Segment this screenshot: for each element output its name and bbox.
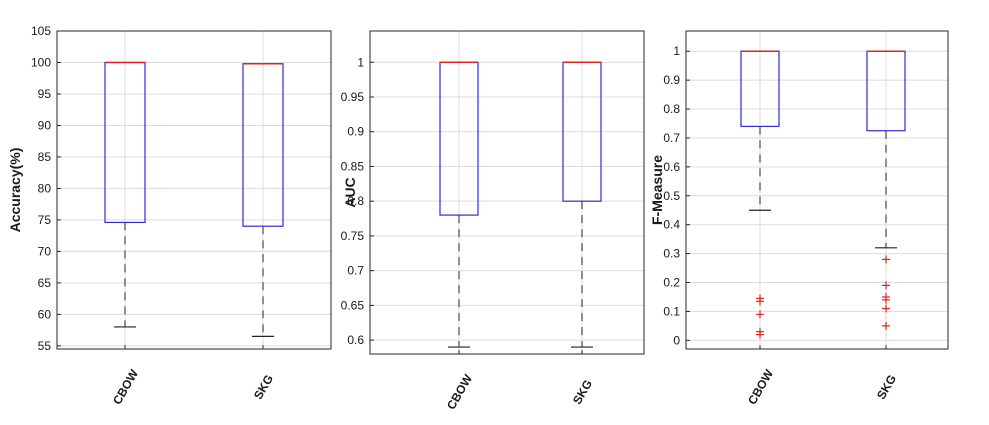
y-tick-label: 55 [38,339,52,353]
outlier-marker [882,255,890,264]
plot-area [370,31,644,354]
box-cbow [104,61,146,328]
axes-frame [369,30,645,355]
axes-frame [685,30,949,350]
outlier-marker [756,297,764,306]
box-cbow [740,50,780,339]
y-tick-label: 0 [673,333,680,347]
y-tick-label: 1 [673,44,680,58]
plot-area [686,31,948,349]
x-tick-label-cbow: CBOW [745,366,776,406]
plot-area [57,31,331,349]
y-tick-label: 0.9 [663,73,680,87]
x-tick-label-skg: SKG [570,377,595,407]
outlier-marker [756,310,764,319]
y-tick-label: 0.1 [663,304,680,318]
y-tick-label: 0.3 [663,247,680,261]
box-skg [562,61,602,348]
outlier-marker [882,281,890,290]
x-tick-label-skg: SKG [251,372,276,402]
y-tick-label: 0.6 [663,160,680,174]
y-tick-label: 70 [38,244,52,258]
box-skg [242,63,284,338]
y-tick-label: 65 [38,276,52,290]
x-tick-label-cbow: CBOW [110,366,141,406]
x-tick-label-cbow: CBOW [444,371,475,411]
y-tick-label: 0.85 [341,159,365,173]
y-tick-label: 85 [38,150,52,164]
y-tick-label: 105 [31,24,51,38]
box-skg [866,50,906,330]
y-tick-label: 0.2 [663,276,680,290]
y-axis-label: Accuracy(%) [7,148,23,233]
chart-panel-1: 55 60 65 70 75 80 85 90 95 100 105 CBOW SKG Accuracy(… [7,24,332,407]
outlier-marker [756,330,764,339]
y-tick-label: 100 [31,55,51,69]
y-tick-label: 95 [38,87,52,101]
y-axis-label: AUC [342,177,358,207]
y-tick-label: 0.4 [663,218,680,232]
y-tick-label: 1 [357,55,364,69]
y-tick-label: 0.65 [341,298,365,312]
y-tick-label: 0.95 [341,90,365,104]
y-tick-label: 0.8 [347,194,364,208]
y-tick-label: 0.9 [347,125,364,139]
x-tick-label-skg: SKG [874,372,899,402]
y-tick-label: 80 [38,181,52,195]
box-cbow [439,61,479,348]
chart-panel-3: 0 0.1 0.2 0.3 0.4 0.5 0.6 0.7 0.8 0.9 1 CBOW SKG F-Me… [649,30,949,407]
y-tick-label: 0.75 [341,229,365,243]
axes-frame [56,30,332,350]
y-tick-label: 0.6 [347,333,364,347]
y-tick-label: 0.5 [663,189,680,203]
y-tick-label: 60 [38,307,52,321]
outlier-marker [882,304,890,313]
outlier-marker [882,321,890,330]
y-tick-label: 0.7 [347,264,364,278]
y-axis-label: F-Measure [649,155,665,225]
chart-panel-2: 0.6 0.65 0.7 0.75 0.8 0.85 0.9 0.95 1 CBOW SKG AUC [341,30,645,412]
y-tick-label: 0.7 [663,131,680,145]
y-tick-label: 0.8 [663,102,680,116]
y-tick-label: 75 [38,213,52,227]
outlier-marker [882,295,890,304]
y-tick-label: 90 [38,118,52,132]
